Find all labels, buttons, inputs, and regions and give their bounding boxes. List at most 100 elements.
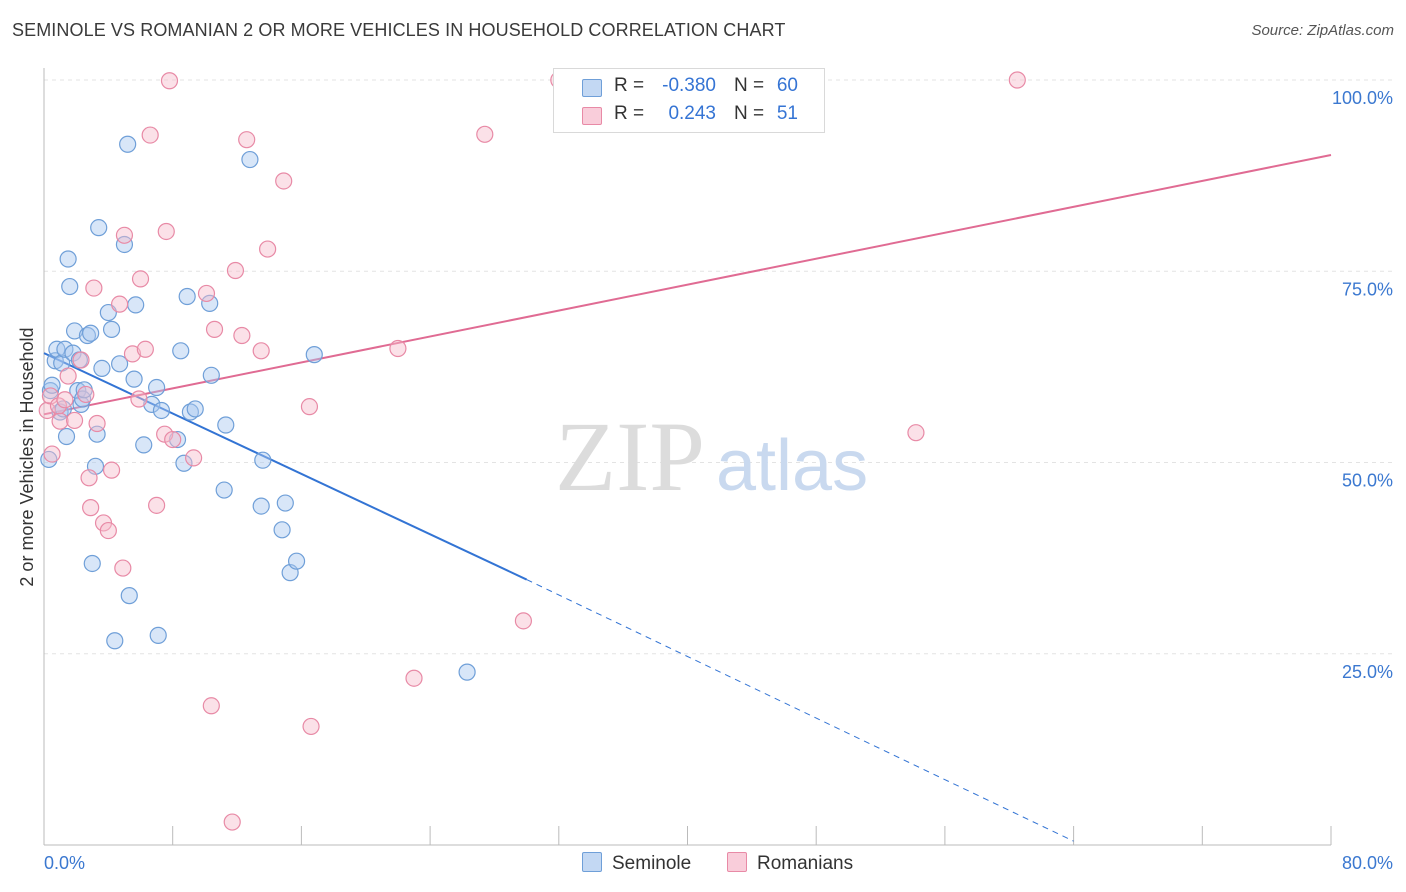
romanians-point [111,295,129,313]
romanians-point [38,401,56,420]
romanians-point [123,345,142,363]
seminole-point [56,340,74,358]
romanians-point [160,72,179,90]
romanians-point [476,125,494,143]
seminole-point [181,403,199,421]
romanians-point [114,559,132,577]
seminole-point [201,294,219,312]
seminole-point [458,663,476,681]
seminole-legend-label: Seminole [612,853,692,874]
seminole-point [168,430,187,449]
romanians-point [202,697,220,715]
x-tick-label: 80.0% [1342,853,1393,873]
n-label: N = [734,75,765,96]
legend-item-romanians[interactable]: Romanians [727,852,853,875]
data-points [38,71,1026,831]
romanians-point [197,284,216,303]
seminole-point [59,250,77,268]
seminole-point [186,400,204,418]
seminole-point [82,324,100,342]
seminole-point [127,296,145,314]
romanians-point [238,131,256,149]
romanians-point [82,499,100,517]
romanians-point [65,411,84,430]
y-tick-label: 25.0% [1342,662,1393,682]
romanians-point [85,279,103,297]
watermark-zip: ZIP [555,401,705,512]
romanians-point [115,226,134,244]
trend-lines [43,153,1332,842]
romanians-point [185,449,203,467]
romanians-point [80,469,98,487]
y-tick-label: 50.0% [1342,471,1393,491]
romanians-point [205,320,224,338]
romanians-point [43,445,61,463]
legend-row-seminole: R = -0.380 N = 60 [554,72,824,100]
legend-row-romanians: R = 0.243 N = 51 [554,100,824,128]
romanians-point [56,391,74,409]
romanians-swatch [582,107,602,125]
seminole-point [61,277,79,296]
romanians-point [99,521,117,540]
romanians-point [252,342,270,360]
y-axis-label: 2 or more Vehicles in Household [17,327,37,586]
romanians-point [51,412,69,430]
seminole-point [202,366,220,384]
seminole-point [102,320,121,338]
seminole-point [217,416,235,434]
romanians-point [259,240,277,258]
seminole-point [241,150,259,169]
seminole-n-value: 60 [776,75,798,96]
seminole-point [215,481,233,499]
romanians-n-value: 51 [776,103,798,124]
romanians-point [226,261,245,280]
seminole-point [120,587,138,605]
romanians-trend-line [43,153,1332,416]
seminole-point [148,378,166,397]
seminole-point [93,359,111,378]
legend-item-seminole[interactable]: Seminole [582,852,691,875]
seminole-point [149,626,167,644]
n-label: N = [734,103,765,124]
r-label: R = [614,75,645,96]
romanians-point [405,669,423,687]
r-label: R = [614,103,645,124]
seminole-trend-line [43,352,528,581]
romanians-point [275,172,293,190]
seminole-trend-extension [526,579,1074,842]
seminole-point [40,450,58,469]
seminole-point [57,427,76,446]
romanians-point [148,496,166,514]
romanians-point [1008,71,1026,89]
series-legend: Seminole Romanians [0,852,1406,878]
seminole-point [119,135,137,153]
seminole-point [254,451,272,469]
romanians-point [59,367,77,385]
seminole-legend-swatch [582,852,602,872]
romanians-point [72,351,90,369]
romanians-point [130,390,148,408]
romanians-point [141,126,159,144]
seminole-swatch [582,79,602,97]
x-tick-label: 0.0% [44,853,85,873]
seminole-point [273,521,291,539]
tick-labels: 100.0% 75.0% 50.0% 25.0% 0.0% 80.0% [44,88,1393,873]
seminole-point [172,342,190,360]
romanians-point [164,430,182,449]
romanians-point [131,270,150,288]
seminole-point [83,554,101,573]
seminole-point [252,497,270,515]
romanians-point [302,717,320,736]
romanians-point [514,612,533,630]
seminole-point [143,395,161,413]
seminole-point [115,235,134,254]
seminole-point [287,552,306,570]
romanians-point [300,398,319,416]
romanians-point [157,222,175,241]
seminole-point [178,287,196,306]
romanians-legend-label: Romanians [757,853,854,874]
seminole-point [106,632,124,650]
seminole-point [90,219,108,237]
y-tick-label: 75.0% [1342,279,1393,299]
